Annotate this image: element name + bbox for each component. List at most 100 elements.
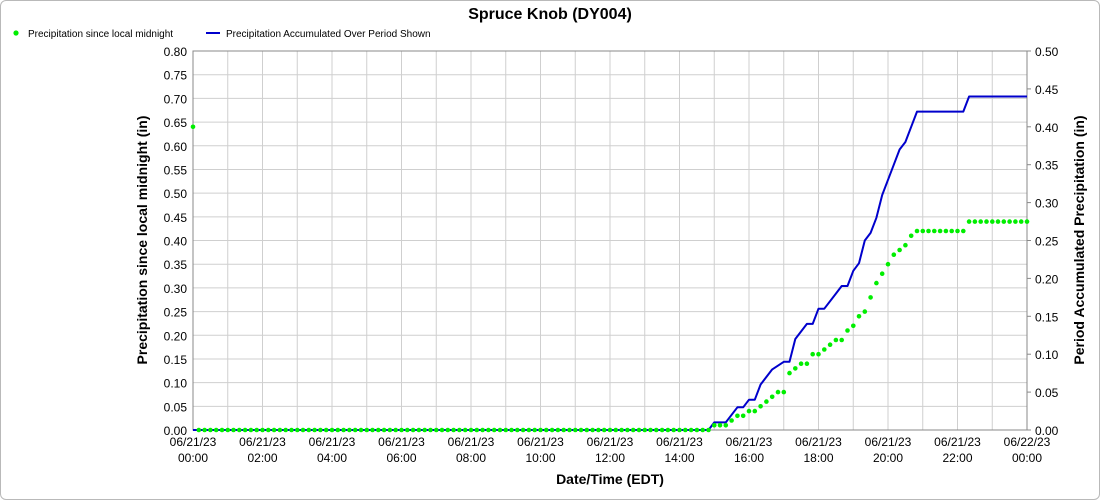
precip-dot xyxy=(822,347,827,352)
precip-dot xyxy=(196,427,202,433)
precip-dot xyxy=(932,228,937,234)
precip-dot xyxy=(723,423,729,428)
precip-dot xyxy=(596,427,601,433)
precip-dot xyxy=(1007,219,1012,224)
period-accumulated-line xyxy=(193,95,1027,431)
precip-dot xyxy=(497,427,503,433)
precip-dot xyxy=(474,427,480,433)
precip-dot xyxy=(347,427,352,433)
precip-dot xyxy=(630,427,636,433)
precip-dot xyxy=(984,219,989,224)
precip-dot xyxy=(486,427,491,433)
precip-dot xyxy=(601,427,607,433)
legend-label-period-accumulated: Precipitation Accumulated Over Period Sh… xyxy=(226,29,431,40)
precip-dot xyxy=(266,427,271,433)
left-tick-label: 0.70 xyxy=(164,92,188,106)
precip-dot xyxy=(208,427,213,433)
precip-dot xyxy=(590,427,595,433)
legend: Precipitation since local midnight Preci… xyxy=(13,29,431,40)
precip-dot xyxy=(381,427,387,433)
precip-dot xyxy=(833,337,839,343)
x-tick-time: 12:00 xyxy=(595,451,625,465)
precip-dot xyxy=(248,427,254,433)
series-precip-since-midnight xyxy=(190,124,1030,433)
right-axis-label: Period Accumulated Precipitation (in) xyxy=(1071,115,1087,364)
left-tick-label: 0.60 xyxy=(164,140,188,154)
precip-dot xyxy=(555,427,561,433)
precip-dot xyxy=(619,427,624,433)
precip-dot xyxy=(654,427,659,433)
precip-dot xyxy=(295,427,300,433)
precip-dot xyxy=(202,427,207,433)
precip-dot xyxy=(237,427,242,433)
precip-dot xyxy=(584,427,590,433)
precip-dot xyxy=(306,427,312,433)
precip-dot xyxy=(625,427,630,433)
left-tick-label: 0.45 xyxy=(164,211,188,225)
precip-dot xyxy=(648,427,653,433)
precip-dot xyxy=(300,427,306,433)
left-axis-ticks: 0.00 0.05 0.10 0.15 0.20 0.25 0.30 0.35 0.40 0.45… xyxy=(164,45,188,438)
precip-dot xyxy=(990,219,995,224)
chart-title: Spruce Knob (DY004) xyxy=(468,6,632,23)
left-tick-label: 0.25 xyxy=(164,306,188,320)
precip-dot xyxy=(966,219,972,224)
left-tick-label: 0.35 xyxy=(164,258,188,272)
series-period-accumulated xyxy=(193,95,1027,431)
precip-dot xyxy=(839,337,844,343)
x-tick-date: 06/21/23 xyxy=(170,435,217,449)
x-tick-date: 06/21/23 xyxy=(517,435,564,449)
right-tick-label: 0.30 xyxy=(1035,197,1059,211)
legend-label-precip-since-midnight: Precipitation since local midnight xyxy=(28,29,173,40)
precip-dot xyxy=(851,323,856,329)
right-axis-ticks: 0.00 0.05 0.10 0.15 0.20 0.25 0.30 0.35 0.40 0.45… xyxy=(1027,45,1059,438)
precip-dot xyxy=(1018,219,1024,224)
precip-dot xyxy=(393,427,399,433)
precip-dot xyxy=(683,427,688,433)
precip-dot xyxy=(387,427,393,433)
left-axis-label: Precipitation since local midnight (in) xyxy=(134,116,150,365)
precip-dot xyxy=(874,280,879,286)
left-tick-label: 0.80 xyxy=(164,45,188,59)
precip-dot xyxy=(323,427,329,433)
precip-dot xyxy=(764,399,769,404)
precip-dot xyxy=(914,228,920,234)
precip-dot xyxy=(451,427,456,433)
x-tick-date: 06/21/23 xyxy=(656,435,703,449)
precip-dot xyxy=(665,427,671,433)
left-tick-label: 0.20 xyxy=(164,329,188,343)
precip-dot xyxy=(405,427,410,433)
precip-dot xyxy=(1024,219,1030,224)
precip-dot xyxy=(978,219,983,224)
x-tick-date: 06/21/23 xyxy=(239,435,286,449)
x-tick-time: 00:00 xyxy=(178,451,208,465)
precip-dot xyxy=(688,427,694,433)
precip-dot xyxy=(607,427,613,433)
left-tick-label: 0.10 xyxy=(164,377,188,391)
x-tick-time: 02:00 xyxy=(247,451,277,465)
precip-dot xyxy=(868,295,873,300)
precip-dot xyxy=(781,389,787,395)
precip-dot xyxy=(341,427,346,433)
left-tick-label: 0.40 xyxy=(164,235,188,249)
precip-dot xyxy=(856,314,862,319)
precip-dot xyxy=(335,427,341,433)
right-tick-label: 0.45 xyxy=(1035,83,1059,97)
precip-dot xyxy=(416,427,422,433)
x-tick-time: 18:00 xyxy=(803,451,833,465)
x-tick-date: 06/21/23 xyxy=(309,435,356,449)
left-tick-label: 0.05 xyxy=(164,400,188,414)
precip-dot xyxy=(462,427,468,433)
precip-dot xyxy=(613,427,619,433)
x-tick-date: 06/21/23 xyxy=(448,435,495,449)
right-tick-label: 0.10 xyxy=(1035,348,1059,362)
precip-dot xyxy=(370,427,375,433)
x-tick-time: 10:00 xyxy=(525,451,555,465)
x-tick-date: 06/21/23 xyxy=(726,435,773,449)
x-tick-time: 04:00 xyxy=(317,451,347,465)
precip-dot xyxy=(399,427,404,433)
precip-dot xyxy=(213,427,219,433)
precip-dot xyxy=(810,351,815,357)
left-tick-label: 0.15 xyxy=(164,353,188,367)
precip-dot xyxy=(231,427,236,433)
